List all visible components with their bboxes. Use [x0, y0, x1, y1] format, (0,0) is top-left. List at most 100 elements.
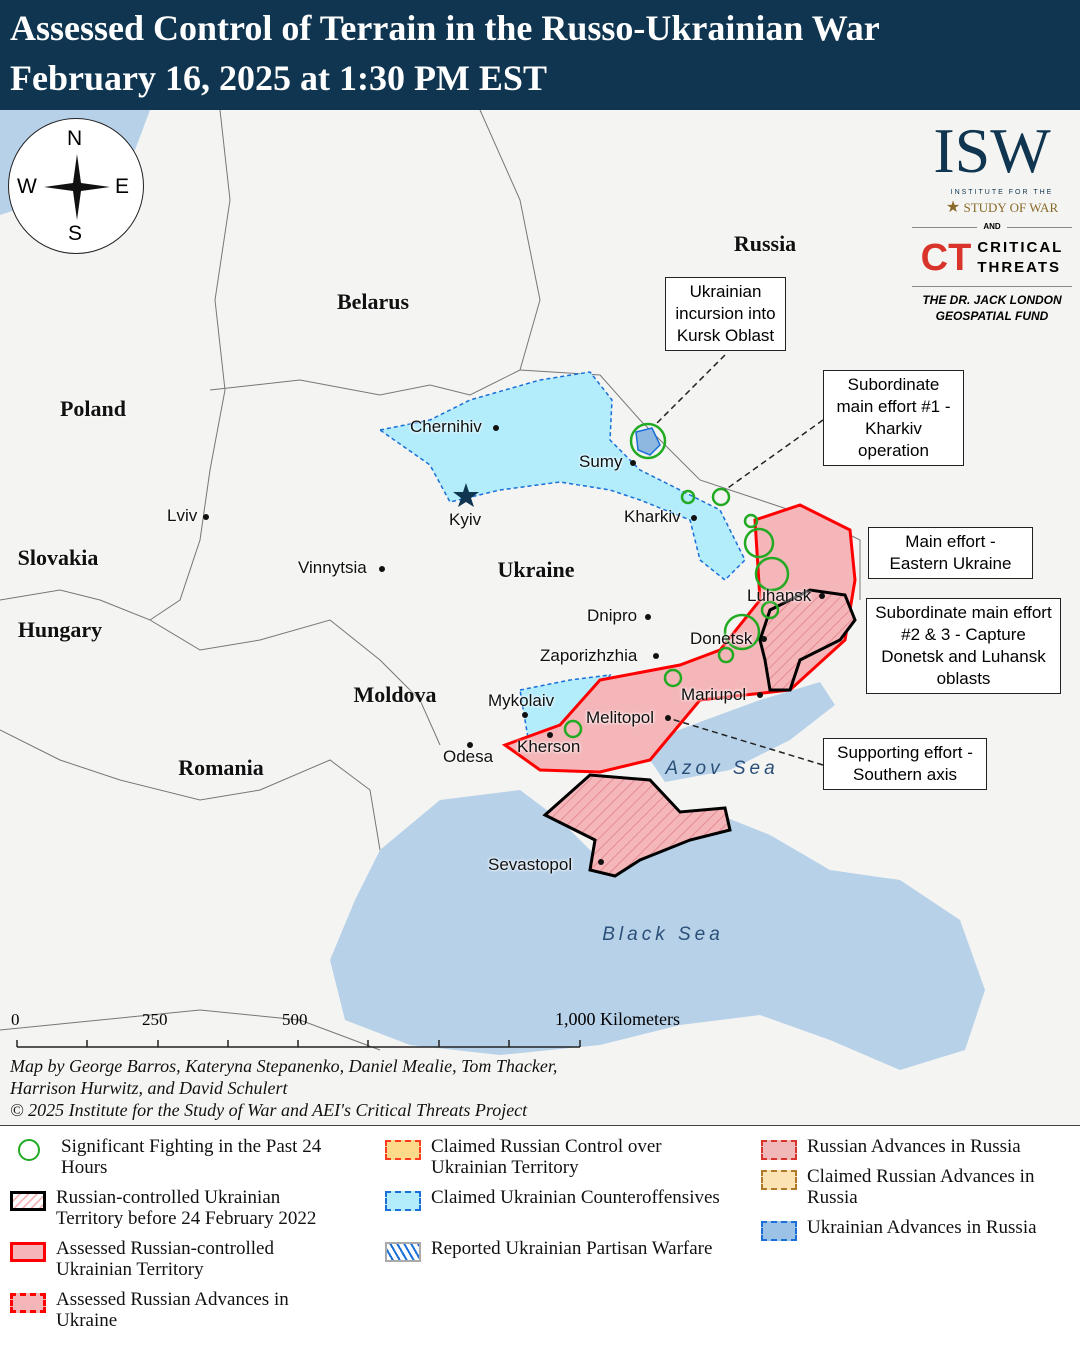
fund-line1: THE DR. JACK LONDON [922, 293, 1062, 307]
credits: Map by George Barros, Kateryna Stepanenk… [10, 1055, 557, 1121]
isw-ct-logo: ISW INSTITUTE FOR THE ★ STUDY OF WAR AND… [912, 114, 1072, 324]
isw-logo-text: ISW [933, 115, 1051, 186]
scale-1000: 1,000 Kilometers [555, 1009, 680, 1029]
kyiv-star-icon [453, 483, 479, 507]
ukrainian-claimed-south [519, 674, 612, 739]
city-dnipro: Dnipro [587, 606, 638, 625]
label-azov-sea: Azov Sea [665, 758, 779, 779]
claimed-russian-swatch [385, 1140, 421, 1160]
city-kyiv: Kyiv [449, 510, 482, 529]
city-odesa: Odesa [443, 747, 494, 766]
legend-label: Reported Ukrainian Partisan Warfare [431, 1238, 713, 1259]
hatch-swatch [10, 1191, 46, 1211]
city-donetsk: Donetsk [690, 629, 753, 648]
compass-star-icon [44, 154, 110, 220]
city-kherson: Kherson [517, 737, 581, 756]
borders [0, 110, 861, 1051]
callout-southern: Supporting effort - Southern axis [823, 738, 987, 790]
compass-e: E [115, 175, 130, 198]
compass-s: S [68, 222, 83, 245]
credits-line3: © 2025 Institute for the Study of War an… [10, 1100, 528, 1120]
map-title: Assessed Control of Terrain in the Russo… [0, 0, 1080, 110]
and-divider: AND [912, 221, 1072, 233]
scale-bar [16, 1040, 581, 1048]
city-sumy: Sumy [579, 452, 623, 471]
occupied-swatch [10, 1242, 46, 1262]
legend-item-russian-advances-russia: Russian Advances in Russia [761, 1136, 1071, 1160]
divider-rule [1006, 226, 1072, 228]
legend-label: Assessed Russian-controlled Ukrainian Te… [56, 1238, 274, 1280]
legend-label: Russian Advances in Russia [807, 1136, 1021, 1157]
city-mariupol: Mariupol [681, 685, 747, 704]
claimed-russian-russia-swatch [761, 1170, 797, 1190]
fund-line2: GEOSPATIAL FUND [935, 309, 1049, 323]
legend-item-ukrainian-advances-russia: Ukrainian Advances in Russia [761, 1217, 1071, 1241]
isw-sub1: INSTITUTE FOR THE [950, 189, 1054, 196]
and-text: AND [983, 222, 1001, 231]
fighting-circles [563, 422, 790, 739]
label-poland: Poland [59, 396, 127, 421]
ct-line2: THREATS [977, 259, 1062, 276]
map-area[interactable]: N S E W ISW INSTITUTE FOR THE ★ STUDY OF… [0, 110, 1080, 1125]
callout-donetsk: Subordinate main effort #2 & 3 - Capture… [866, 598, 1061, 694]
legend-item-fighting: Significant Fighting in the Past 24 Hour… [12, 1136, 352, 1178]
scale-250: 250 [142, 1010, 168, 1029]
label-moldova: Moldova [353, 682, 437, 707]
city-lviv: Lviv [167, 506, 198, 525]
green-circle-icon [18, 1139, 40, 1161]
star-icon: ★ [945, 199, 961, 216]
label-black-sea: Black Sea [602, 924, 724, 945]
legend-item-claimed-russian-russia: Claimed Russian Advances in Russia [761, 1166, 1071, 1208]
city-luhansk: Luhansk [747, 586, 812, 605]
isw-sub2-text: STUDY OF WAR [963, 200, 1059, 215]
legend-item-claimed-ukrainian: Claimed Ukrainian Counteroffensives [385, 1187, 725, 1211]
label-romania: Romania [178, 755, 264, 780]
pre-2022-occupied-donbas [758, 588, 857, 692]
credits-line2: Harrison Hurwitz, and David Schulert [10, 1078, 288, 1098]
isw-sub2: ★ STUDY OF WAR [912, 198, 1072, 218]
label-russia: Russia [733, 231, 797, 256]
label-ukraine: Ukraine [497, 557, 575, 582]
title-line-1: Assessed Control of Terrain in the Russo… [10, 8, 880, 48]
black-sea [330, 790, 985, 1070]
kursk-incursion [635, 427, 661, 456]
legend-item-pre2022: Russian-controlled Ukrainian Territory b… [10, 1187, 350, 1229]
compass-w: W [17, 175, 37, 198]
advances-swatch [10, 1293, 46, 1313]
label-belarus: Belarus [336, 289, 410, 314]
callout-kursk: Ukrainian incursion into Kursk Oblast [665, 277, 786, 351]
city-mykolaiv: Mykolaiv [488, 691, 555, 710]
legend-label: Claimed Russian Advances in Russia [807, 1166, 1035, 1208]
ct-mark: CT [920, 237, 972, 279]
legend-label: Significant Fighting in the Past 24 Hour… [61, 1136, 322, 1178]
partisan-swatch [385, 1242, 421, 1262]
label-hungary: Hungary [17, 617, 103, 642]
legend-label: Claimed Russian Control over Ukrainian T… [431, 1136, 662, 1178]
map-svg [0, 110, 985, 1070]
legend-label: Russian-controlled Ukrainian Territory b… [56, 1187, 317, 1229]
ukrainian-advances-russia-swatch [761, 1221, 797, 1241]
callout-kharkiv: Subordinate main effort #1 - Kharkiv ope… [823, 370, 964, 466]
legend-label: Ukrainian Advances in Russia [807, 1217, 1037, 1238]
title-line-2: February 16, 2025 at 1:30 PM EST [10, 58, 547, 98]
ct-line1: CRITICAL [977, 239, 1064, 256]
callout-eastern: Main effort - Eastern Ukraine [868, 527, 1033, 579]
city-vinnytsia: Vinnytsia [298, 558, 367, 577]
compass-n: N [67, 127, 83, 150]
legend-item-claimed-russian: Claimed Russian Control over Ukrainian T… [385, 1136, 725, 1178]
city-kharkiv: Kharkiv [624, 507, 681, 526]
legend: Significant Fighting in the Past 24 Hour… [0, 1125, 1080, 1350]
credits-line1: Map by George Barros, Kateryna Stepanenk… [10, 1056, 558, 1076]
russian-advances-russia-swatch [761, 1140, 797, 1160]
label-slovakia: Slovakia [17, 545, 99, 570]
azov-sea [640, 682, 835, 782]
legend-label: Claimed Ukrainian Counteroffensives [431, 1187, 720, 1208]
claimed-ukrainian-swatch [385, 1191, 421, 1211]
callout-leaders [654, 354, 824, 766]
russian-occupied [501, 503, 857, 774]
legend-item-partisan: Reported Ukrainian Partisan Warfare [385, 1238, 725, 1262]
crimea [542, 773, 732, 878]
divider-rule [912, 226, 978, 228]
scale-0: 0 [11, 1010, 20, 1029]
city-zaporizhzhia: Zaporizhzhia [540, 646, 638, 665]
